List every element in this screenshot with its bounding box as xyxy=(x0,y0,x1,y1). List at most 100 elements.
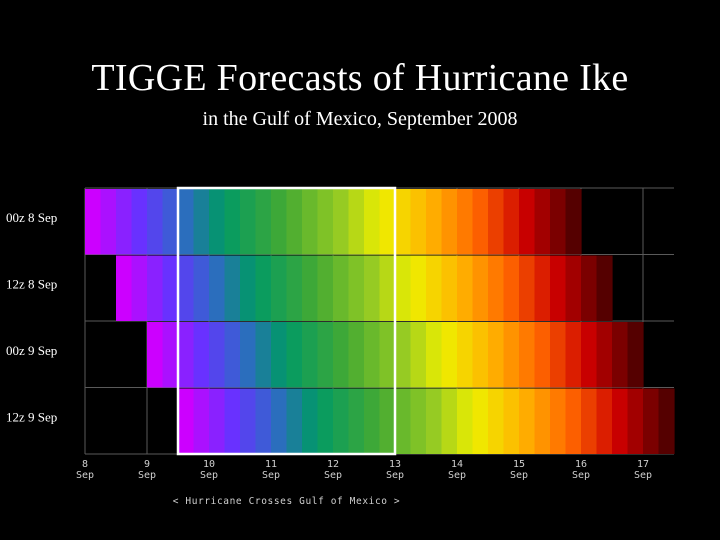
forecast-cell xyxy=(209,189,226,255)
forecast-cell xyxy=(271,388,288,454)
forecast-cell xyxy=(534,189,551,255)
forecast-cell xyxy=(519,388,536,454)
forecast-cell xyxy=(302,388,319,454)
forecast-cell xyxy=(565,255,582,321)
tick-label-month-9: Sep xyxy=(138,470,156,481)
row-label-3: 00z 9 Sep xyxy=(6,343,57,358)
forecast-cell xyxy=(457,322,474,388)
forecast-cell xyxy=(348,189,365,255)
forecast-cell xyxy=(193,388,210,454)
gulf-crossing-highlight xyxy=(176,186,397,456)
forecast-cell xyxy=(565,189,582,255)
forecast-cell xyxy=(302,322,319,388)
forecast-cell xyxy=(224,322,241,388)
tick-label-day-17: 17 xyxy=(637,459,649,470)
forecast-cell xyxy=(627,388,644,454)
forecast-cell xyxy=(519,322,536,388)
forecast-cell xyxy=(488,322,505,388)
tick-label-month-12: Sep xyxy=(324,470,342,481)
forecast-cell xyxy=(209,255,226,321)
forecast-cell xyxy=(364,388,381,454)
forecast-cell xyxy=(519,255,536,321)
forecast-cell xyxy=(581,255,598,321)
forecast-cell xyxy=(441,255,458,321)
forecast-cell xyxy=(410,255,427,321)
tick-label-month-17: Sep xyxy=(634,470,652,481)
forecast-cell xyxy=(240,255,257,321)
forecast-cell xyxy=(209,322,226,388)
forecast-cell xyxy=(100,189,117,255)
forecast-cell xyxy=(224,388,241,454)
forecast-cell xyxy=(457,189,474,255)
tick-label-month-13: Sep xyxy=(386,470,404,481)
forecast-cell xyxy=(286,322,303,388)
forecast-cell xyxy=(596,322,613,388)
forecast-cell xyxy=(550,322,567,388)
forecast-cell xyxy=(503,255,520,321)
forecast-cell xyxy=(178,322,195,388)
forecast-cell xyxy=(317,189,334,255)
forecast-cell xyxy=(116,189,133,255)
forecast-cell xyxy=(565,388,582,454)
forecast-cell xyxy=(286,388,303,454)
forecast-cell xyxy=(333,322,350,388)
forecast-cell xyxy=(255,189,272,255)
forecast-cell xyxy=(550,189,567,255)
forecast-cell xyxy=(643,388,660,454)
chart-title: TIGGE Forecasts of Hurricane Ike xyxy=(91,57,629,99)
forecast-cell xyxy=(348,388,365,454)
forecast-cell xyxy=(333,388,350,454)
forecast-cell xyxy=(612,322,629,388)
forecast-cell xyxy=(348,322,365,388)
forecast-cell xyxy=(550,255,567,321)
tick-label-day-13: 13 xyxy=(389,459,401,470)
forecast-cell xyxy=(581,322,598,388)
forecast-cell xyxy=(426,388,443,454)
forecast-cell xyxy=(441,322,458,388)
tick-label-day-12: 12 xyxy=(327,459,339,470)
forecast-cell xyxy=(364,322,381,388)
forecast-cell xyxy=(193,322,210,388)
forecast-cell xyxy=(147,189,164,255)
forecast-cell xyxy=(441,189,458,255)
forecast-cell xyxy=(178,255,195,321)
forecast-cell xyxy=(271,189,288,255)
forecast-cell xyxy=(240,189,257,255)
forecast-cell xyxy=(565,322,582,388)
forecast-cell xyxy=(395,255,412,321)
forecast-cell xyxy=(317,388,334,454)
forecast-cell xyxy=(395,388,412,454)
tick-label-month-8: Sep xyxy=(76,470,94,481)
forecast-cell xyxy=(317,322,334,388)
forecast-cell xyxy=(271,255,288,321)
forecast-cell xyxy=(317,255,334,321)
forecast-bar-4 xyxy=(178,388,675,454)
forecast-cell xyxy=(410,189,427,255)
row-label-4: 12z 9 Sep xyxy=(6,410,57,425)
tick-label-day-10: 10 xyxy=(203,459,215,470)
forecast-cell xyxy=(519,189,536,255)
forecast-cell xyxy=(534,388,551,454)
forecast-cell xyxy=(395,189,412,255)
forecast-cell xyxy=(472,189,489,255)
forecast-cell xyxy=(178,189,195,255)
forecast-cell xyxy=(193,255,210,321)
tick-label-day-14: 14 xyxy=(451,459,463,470)
forecast-cell xyxy=(534,322,551,388)
tick-label-month-15: Sep xyxy=(510,470,528,481)
forecast-cell xyxy=(426,255,443,321)
forecast-cell xyxy=(162,322,179,388)
forecast-cell xyxy=(178,388,195,454)
forecast-cell xyxy=(147,322,164,388)
forecast-cell xyxy=(379,322,396,388)
forecast-cell xyxy=(271,322,288,388)
forecast-cell xyxy=(379,255,396,321)
forecast-cell xyxy=(379,189,396,255)
tick-label-day-11: 11 xyxy=(265,459,277,470)
forecast-cell xyxy=(302,255,319,321)
forecast-cell xyxy=(224,255,241,321)
forecast-cell xyxy=(488,189,505,255)
forecast-cell xyxy=(85,189,102,255)
